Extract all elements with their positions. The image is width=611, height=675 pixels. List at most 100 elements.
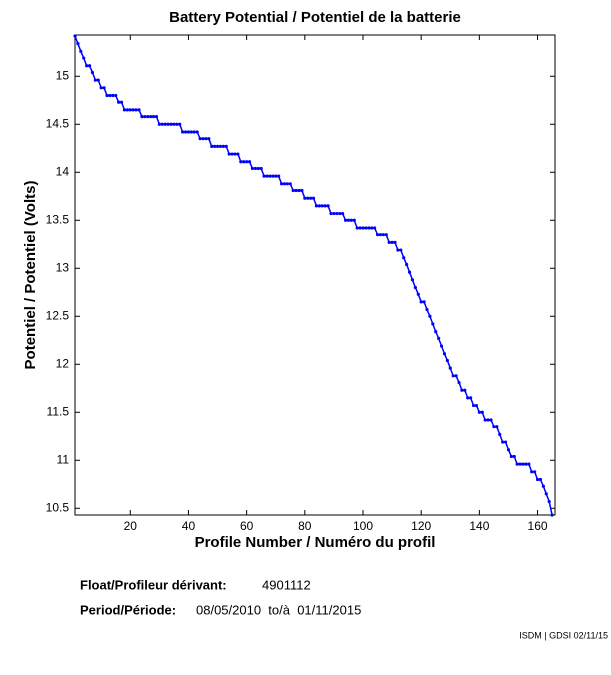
y-tick-label: 14 — [56, 164, 70, 178]
data-point — [358, 226, 362, 230]
data-point — [128, 108, 132, 112]
data-point — [419, 300, 423, 304]
data-point — [73, 34, 77, 38]
data-point — [271, 174, 275, 178]
data-point — [195, 130, 199, 134]
data-point — [154, 115, 159, 119]
data-point — [119, 100, 124, 104]
data-point — [416, 292, 420, 296]
data-point — [297, 188, 301, 193]
data-point — [224, 144, 228, 148]
data-point — [262, 174, 266, 178]
data-point — [288, 182, 292, 186]
data-point — [451, 374, 455, 378]
data-point — [387, 240, 391, 244]
data-point — [469, 396, 473, 400]
data-point — [172, 122, 176, 126]
data-point — [76, 42, 80, 46]
data-point — [265, 174, 269, 178]
data-point — [506, 448, 511, 452]
y-tick-label: 14.5 — [46, 116, 70, 130]
data-point — [268, 174, 272, 178]
data-point — [512, 454, 516, 459]
data-point — [393, 240, 397, 244]
data-point — [134, 108, 138, 112]
data-point — [140, 115, 144, 119]
x-tick-label: 40 — [182, 519, 196, 533]
data-point — [509, 454, 513, 459]
data-point — [396, 248, 400, 252]
data-point — [466, 396, 470, 400]
data-point — [215, 144, 220, 148]
x-tick-label: 80 — [298, 519, 312, 533]
x-tick-label: 100 — [353, 519, 373, 533]
data-point — [93, 78, 97, 82]
y-tick-label: 10.5 — [46, 500, 70, 514]
y-tick-label: 15 — [56, 68, 70, 82]
data-point — [114, 93, 118, 98]
data-point — [547, 499, 551, 504]
data-point — [125, 108, 129, 112]
data-point — [405, 262, 409, 267]
data-point — [242, 160, 246, 164]
data-point — [108, 93, 112, 98]
data-point — [399, 248, 403, 252]
data-point — [291, 188, 295, 193]
y-tick-label: 13.5 — [46, 212, 70, 226]
data-point — [131, 108, 135, 112]
data-point — [442, 352, 447, 356]
data-point — [326, 204, 330, 208]
data-point — [253, 166, 257, 171]
data-point — [524, 462, 528, 466]
data-point — [501, 440, 505, 444]
data-point — [259, 166, 263, 171]
data-point — [410, 278, 415, 282]
data-point — [309, 196, 313, 200]
data-point — [437, 336, 441, 340]
data-point — [256, 166, 260, 171]
data-point — [503, 440, 508, 444]
data-point — [79, 49, 83, 53]
data-point — [538, 477, 543, 482]
data-point — [247, 160, 252, 164]
period-label: Period/Période: — [80, 602, 176, 617]
data-point — [277, 174, 281, 178]
data-point — [117, 100, 121, 104]
data-point — [87, 64, 92, 68]
x-tick-label: 160 — [528, 519, 548, 533]
x-tick-label: 140 — [469, 519, 489, 533]
data-point — [320, 204, 324, 208]
data-point — [198, 137, 202, 141]
data-point — [460, 388, 464, 392]
data-point — [178, 122, 182, 126]
data-point — [137, 108, 141, 112]
data-point — [96, 78, 100, 82]
data-point — [332, 211, 336, 216]
data-point — [213, 144, 217, 148]
data-point — [492, 425, 496, 429]
data-point — [151, 115, 156, 119]
data-point — [149, 115, 153, 119]
credit: ISDM | GDSI 02/11/15 — [519, 630, 608, 640]
x-tick-label: 120 — [411, 519, 431, 533]
y-tick-label: 13 — [56, 260, 70, 274]
data-point — [146, 115, 150, 119]
data-point — [218, 144, 223, 148]
x-axis-label: Profile Number / Numéro du profil — [195, 534, 436, 551]
data-point — [550, 513, 554, 517]
data-point — [204, 137, 208, 141]
data-point — [498, 432, 502, 436]
data-point — [352, 218, 356, 222]
data-point — [323, 204, 327, 208]
data-point — [428, 314, 432, 318]
data-point — [434, 330, 438, 334]
data-point — [530, 470, 534, 474]
data-point — [335, 211, 339, 216]
data-point — [210, 144, 214, 148]
data-point — [105, 93, 109, 98]
data-point — [535, 477, 540, 482]
data-point — [474, 403, 479, 408]
data-point — [425, 307, 429, 312]
